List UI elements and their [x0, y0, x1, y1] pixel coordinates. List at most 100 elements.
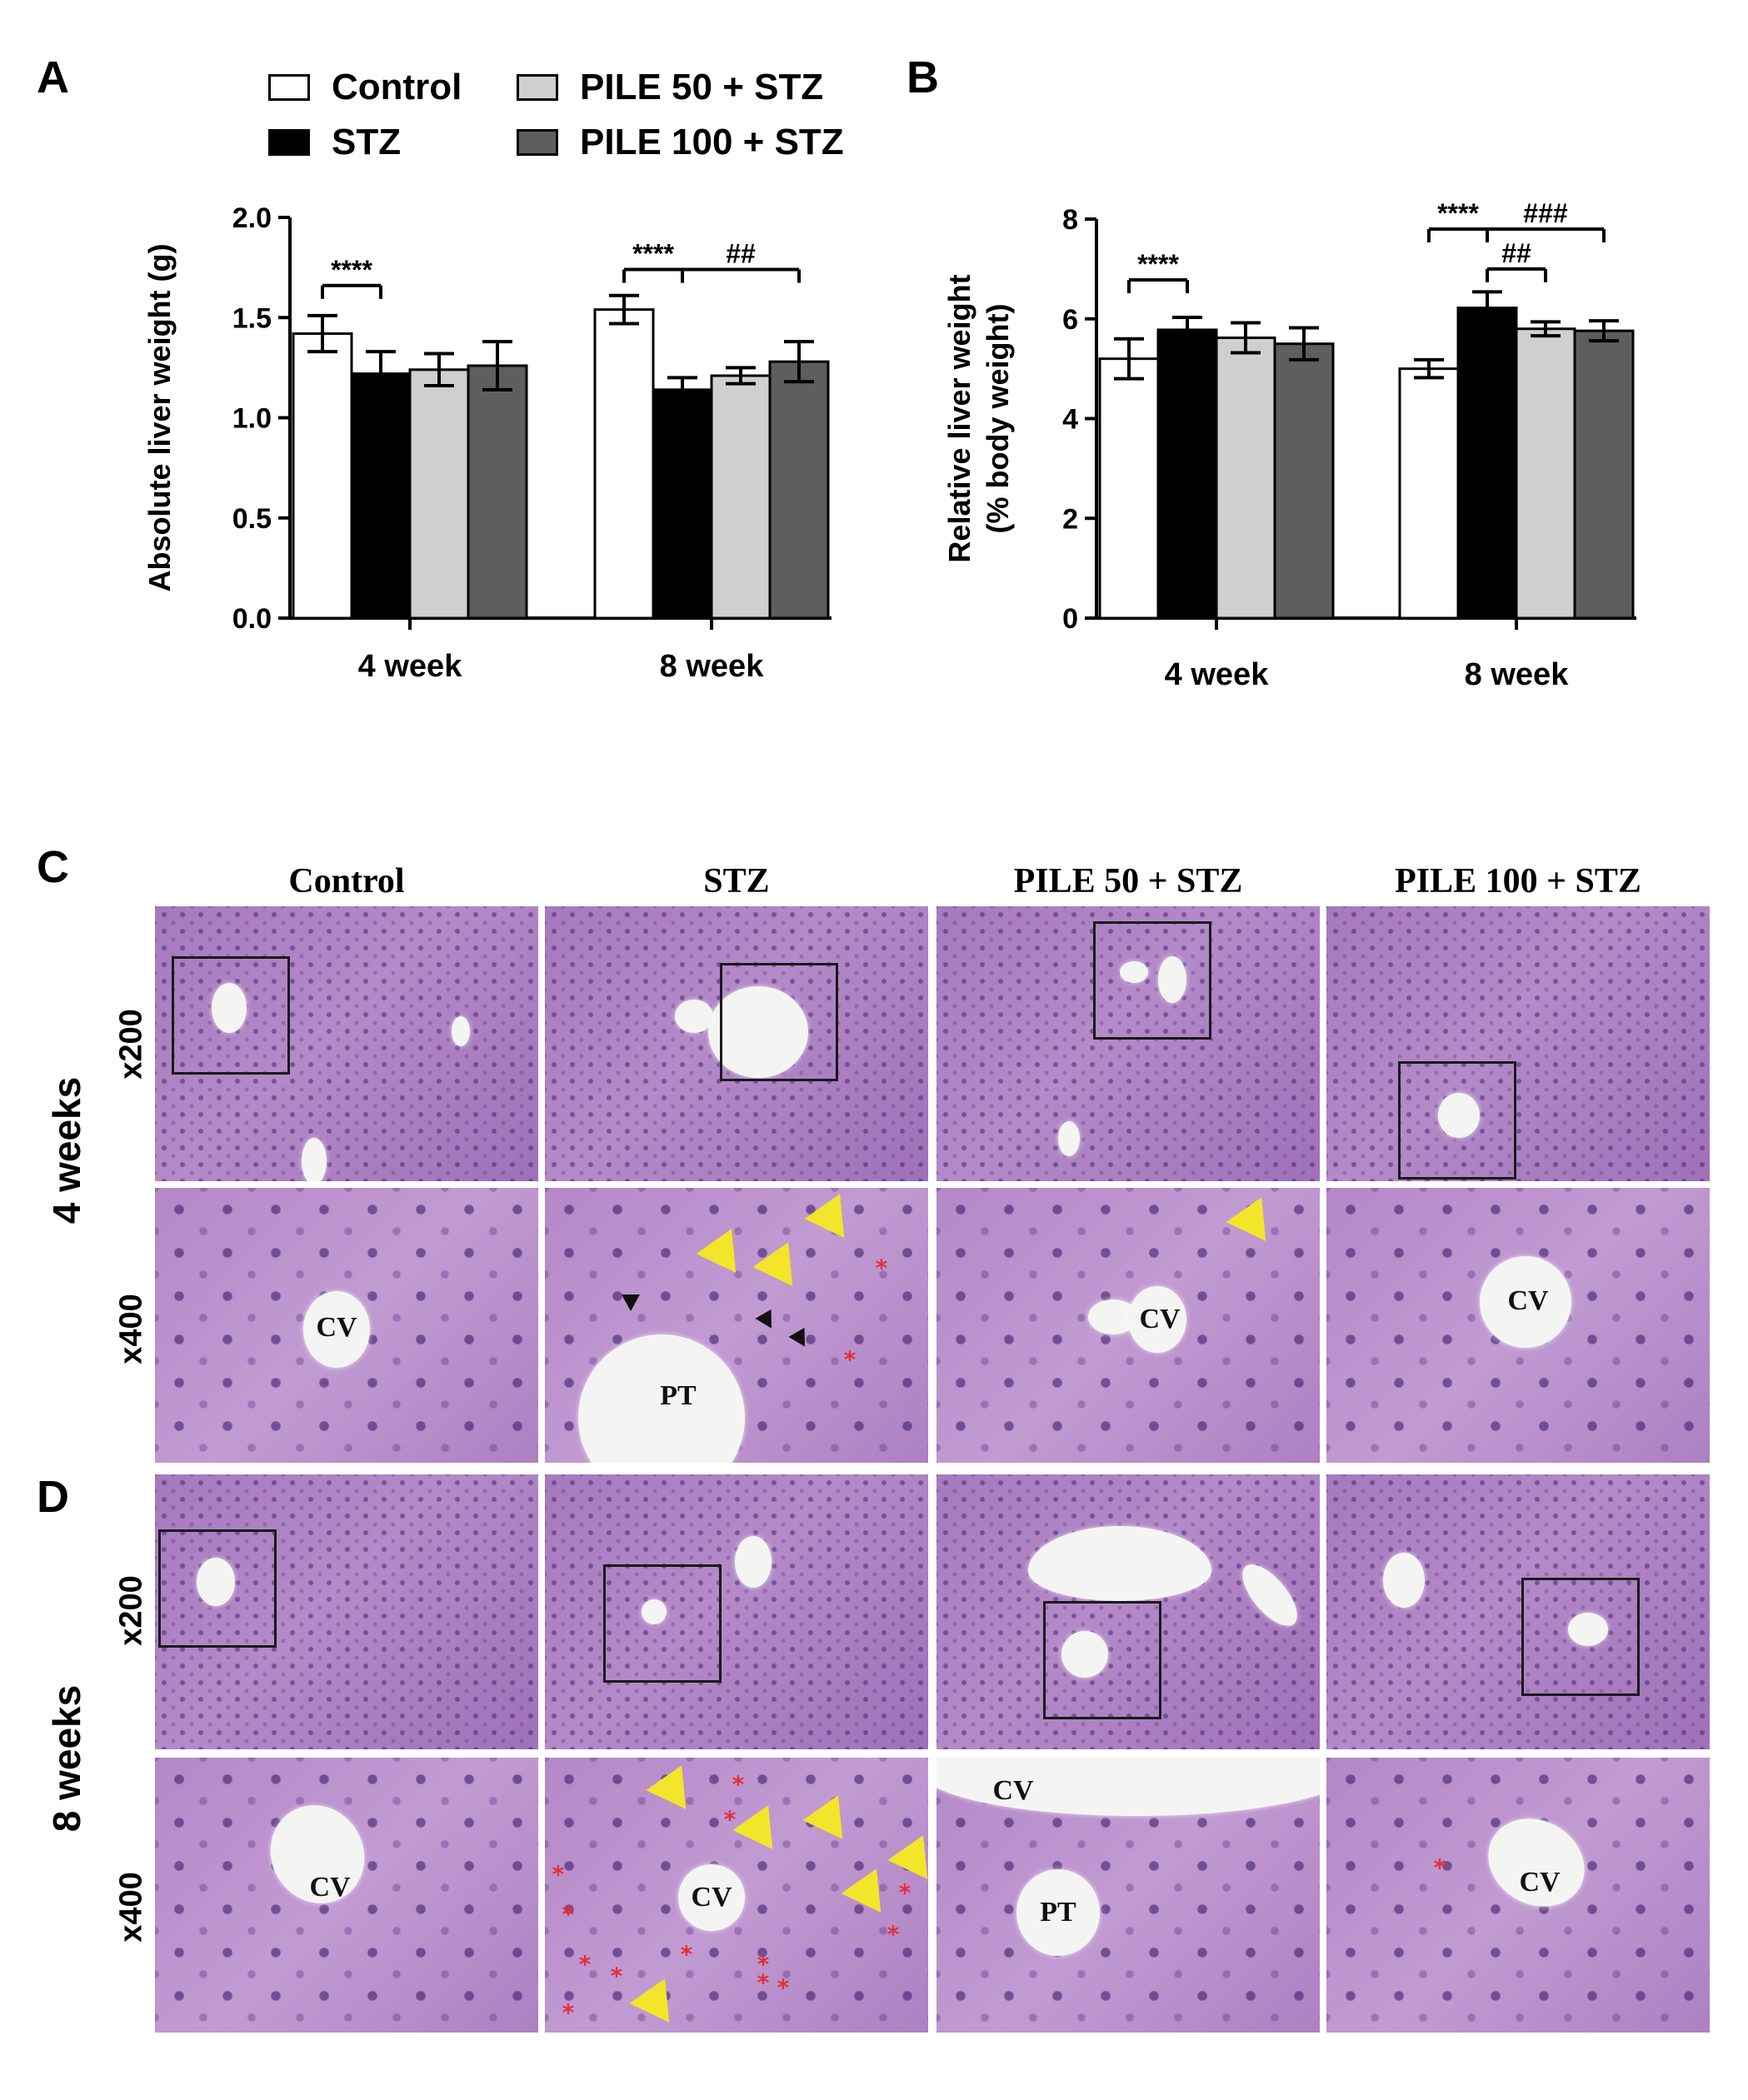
central-vein [1383, 1553, 1425, 1608]
bar [1515, 327, 1576, 620]
legend-item-pile100: PILE 100 + STZ [517, 122, 844, 163]
vacuole-asterisk-icon: * [1433, 1853, 1446, 1882]
micrograph-8w-control-x200 [155, 1474, 538, 1749]
bar [593, 308, 655, 620]
significance-label: **** [1437, 198, 1479, 228]
micrograph-4w-control-x400: CV [155, 1188, 538, 1463]
central-vein [1128, 1286, 1186, 1353]
central-vein-label: CV [1507, 1285, 1549, 1316]
yellow-arrow-icon [752, 1242, 811, 1299]
central-vein-label: CV [1519, 1867, 1561, 1898]
micrograph-8w-pile100-x200 [1326, 1474, 1710, 1749]
y-axis-label: Absolute liver weight (g) [142, 243, 177, 591]
bar [1573, 329, 1635, 620]
vacuole-asterisk-icon: * [723, 1805, 737, 1833]
vacuole-asterisk-icon: * [578, 1950, 592, 1978]
central-vein [1438, 1093, 1480, 1138]
y-tick-label: 8 [1062, 204, 1078, 236]
black-arrowhead-icon [755, 1309, 780, 1334]
micrograph-4w-pile50-x400: CV [936, 1188, 1320, 1463]
significance-label: ## [1501, 238, 1531, 268]
legend-item-pile50: PILE 50 + STZ [517, 67, 823, 108]
micrograph-8w-control-x400: CV [155, 1758, 538, 2033]
vacuole-asterisk-icon: * [552, 1860, 565, 1888]
legend-swatch-control [268, 74, 310, 101]
legend-swatch-pile50 [517, 74, 558, 101]
mag-label-4w-x400: x400 [113, 1294, 149, 1364]
yellow-arrow-icon [802, 1795, 861, 1852]
y-tick-label: 4 [1062, 404, 1078, 436]
legend-label-control: Control [332, 67, 462, 107]
bar [1456, 307, 1518, 620]
inset-box [172, 956, 290, 1075]
inset-box [1521, 1578, 1640, 1696]
black-arrowhead-icon [622, 1294, 640, 1311]
vacuole-asterisk-icon: * [732, 1770, 745, 1798]
yellow-arrow-icon [804, 1194, 862, 1250]
vacuole-asterisk-icon: * [898, 1878, 911, 1907]
central-vein [642, 1599, 667, 1624]
micrograph-4w-stz-x400: PT * * [545, 1188, 928, 1463]
panel-letter-c: C [37, 842, 69, 892]
panel-letter-a: A [37, 52, 69, 102]
x-tick-label: 4 week [358, 649, 463, 684]
mag-label-4w-x200: x200 [113, 1009, 149, 1080]
row-label-4-weeks: 4 weeks [45, 1076, 88, 1225]
histology-header-pile50: PILE 50 + STZ [1013, 862, 1243, 900]
central-vein [302, 1138, 327, 1181]
significance-label: ## [726, 239, 756, 269]
central-vein [1472, 1801, 1601, 1924]
vacuole-asterisk-icon: * [562, 1900, 575, 1928]
legend-label-pile100: PILE 100 + STZ [580, 122, 844, 162]
bar [408, 368, 470, 620]
significance-label: ### [1523, 198, 1568, 228]
bar [1215, 337, 1276, 620]
inset-box [1398, 1061, 1516, 1180]
portal-vessel [578, 1334, 745, 1463]
panel-letter-d: D [37, 1472, 69, 1522]
micrograph-8w-pile50-x400: CV PT [936, 1758, 1320, 2033]
y-tick-label: 2 [1062, 503, 1078, 535]
bar [710, 374, 772, 620]
bar [467, 364, 528, 620]
mag-label-8w-x200: x200 [113, 1575, 149, 1646]
portal-vessel [675, 1000, 713, 1033]
y-tick-label: 6 [1062, 304, 1078, 336]
yellow-arrow-icon [1226, 1197, 1284, 1254]
bar [1398, 367, 1460, 620]
micrograph-8w-pile100-x400: CV * [1326, 1758, 1710, 2033]
y-tick-label: 0.5 [232, 503, 272, 535]
legend-label-pile50: PILE 50 + STZ [580, 67, 824, 107]
mag-label-8w-x400: x400 [113, 1872, 149, 1943]
y-tick-label: 1.0 [232, 403, 272, 435]
bar [292, 332, 353, 620]
vacuole-asterisk-icon: * [777, 1973, 790, 2002]
central-vein-label: CV [992, 1775, 1034, 1806]
significance-label: **** [1137, 249, 1179, 279]
y-tick-label: 0.0 [232, 603, 272, 635]
vacuole-asterisk-icon: * [610, 1962, 623, 1990]
y-tick-label: 1.5 [232, 302, 272, 334]
yellow-arrow-icon [841, 1868, 899, 1925]
central-vein [678, 1864, 745, 1931]
bar [652, 388, 713, 620]
y-tick-label: 0 [1062, 603, 1078, 635]
black-arrowhead-icon [788, 1327, 813, 1352]
bar [350, 372, 412, 620]
portal-vessel [708, 986, 808, 1078]
yellow-arrow-icon [696, 1229, 754, 1285]
central-vein [1568, 1613, 1608, 1646]
central-vein [197, 1558, 235, 1606]
row-label-8-weeks: 8 weeks [45, 1684, 88, 1833]
central-vein [1028, 1526, 1211, 1601]
inset-box [158, 1529, 277, 1648]
yellow-arrow-icon [629, 1978, 687, 2033]
micrograph-8w-pile50-x200 [936, 1474, 1320, 1749]
central-vein [1480, 1256, 1571, 1348]
central-vein [1120, 961, 1148, 983]
central-vein-label: CV [309, 1872, 351, 1903]
vacuole-asterisk-icon: * [757, 1950, 770, 1978]
inset-box [720, 963, 838, 1081]
vacuole-asterisk-icon: * [875, 1254, 888, 1282]
yellow-arrow-icon [646, 1765, 704, 1822]
